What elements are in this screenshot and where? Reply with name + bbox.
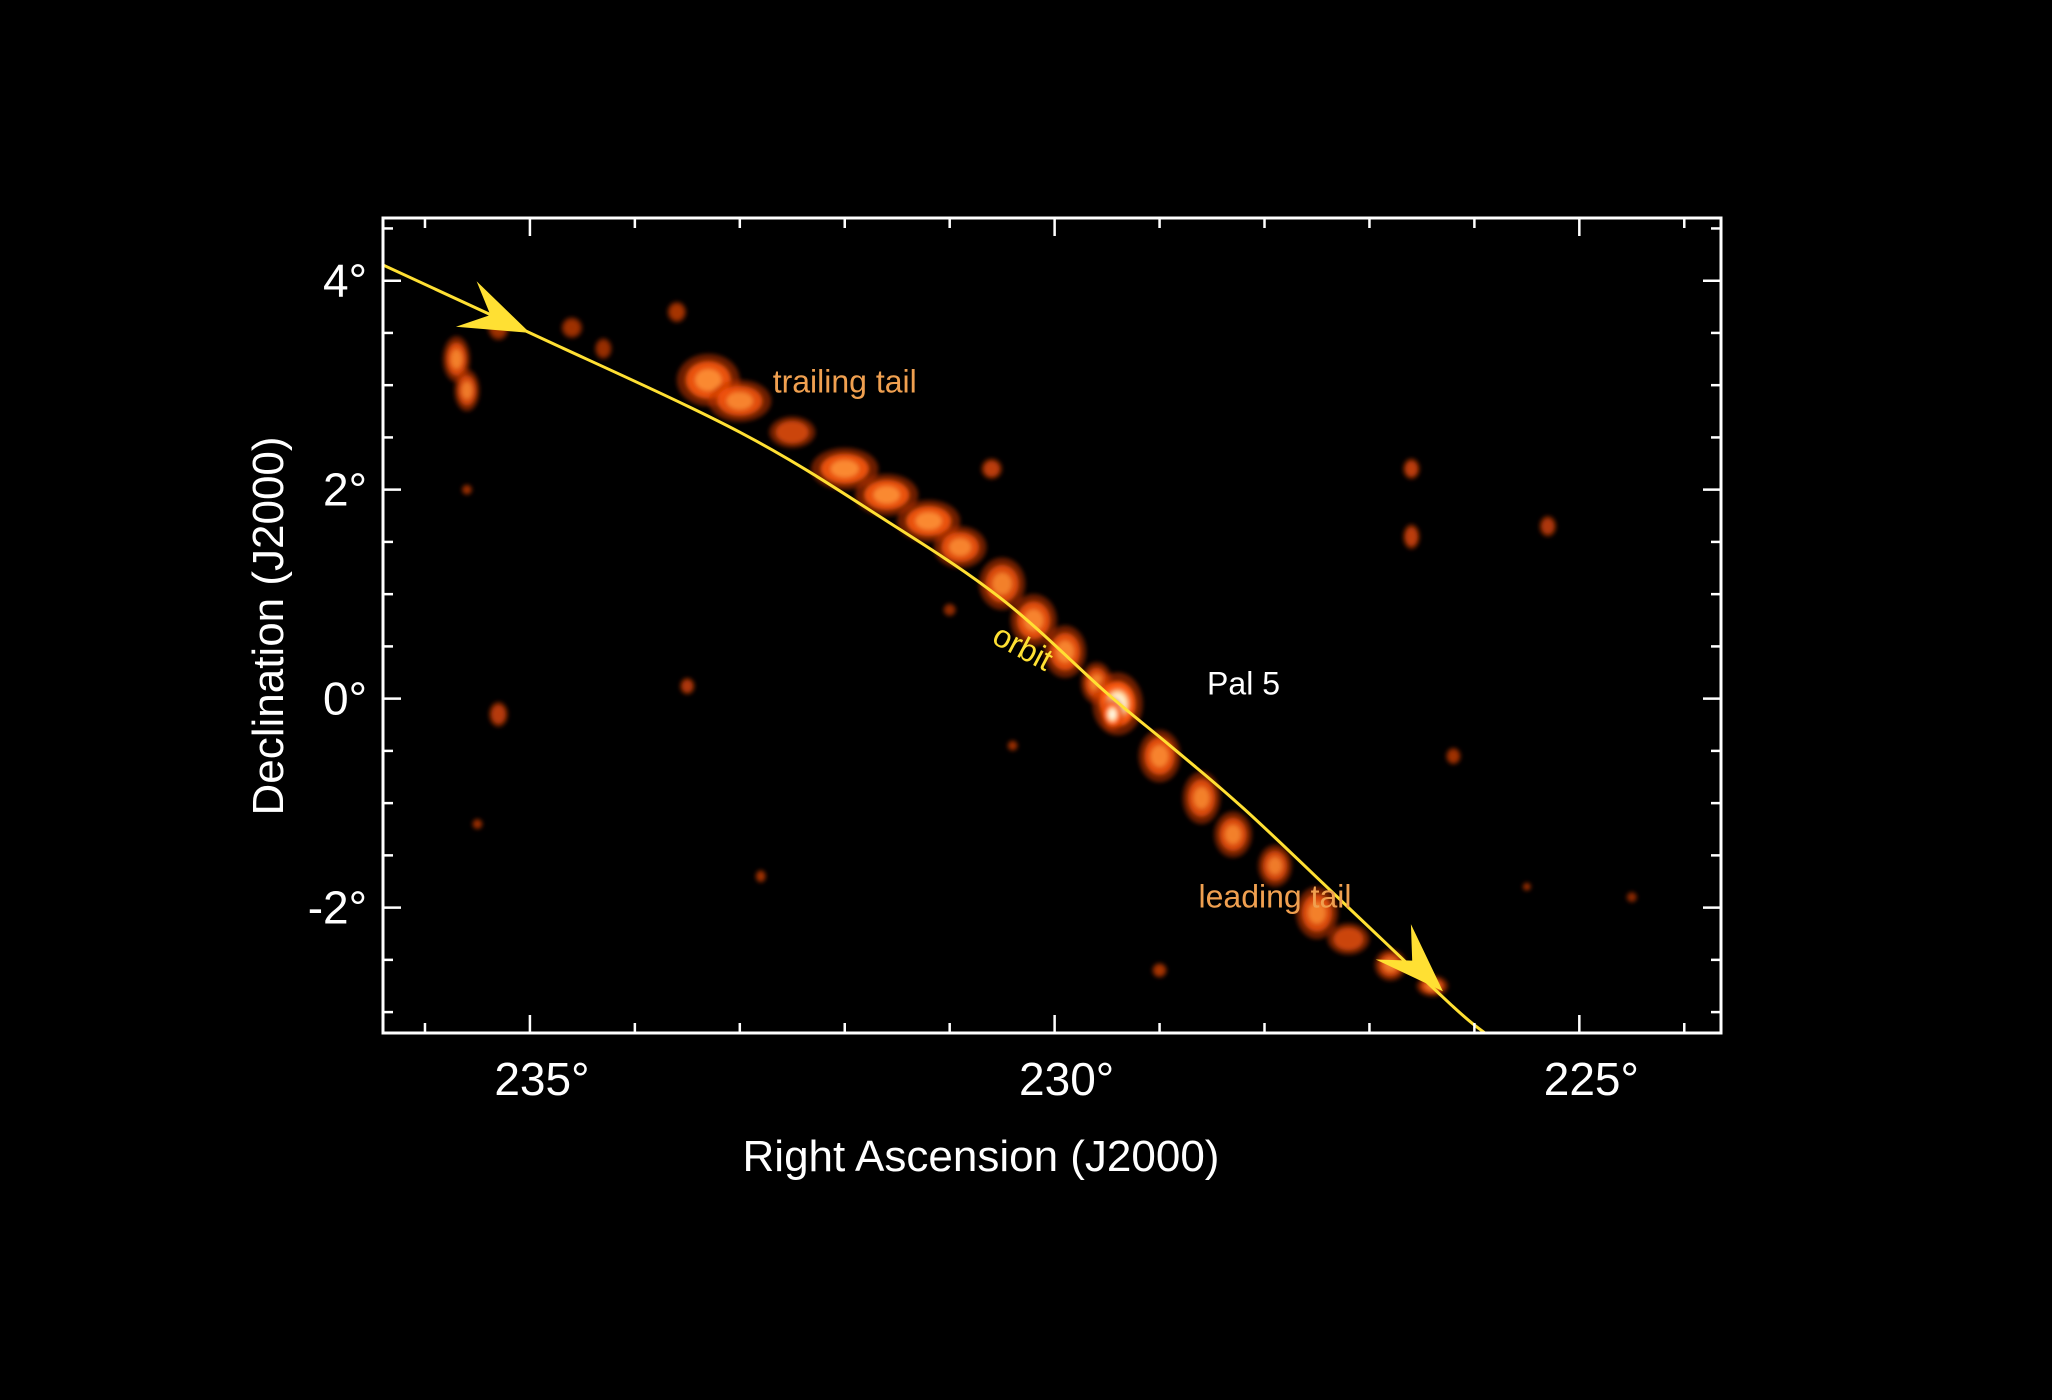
stream-blob [561,317,583,339]
stream-blob [755,870,767,883]
stream-blob [1007,740,1018,751]
annotation-label: Pal 5 [1207,665,1280,701]
stream-blob-body [670,304,684,320]
stream-blob-core [1023,609,1044,632]
stream-blob-body [1154,965,1165,976]
y-axis-title: Declination (J2000) [244,436,293,815]
stream-blob [1258,844,1292,887]
stream-blob-body [1405,527,1418,546]
axis-ticks [383,218,1721,1033]
stream-blob-core [1308,901,1326,924]
stream-blob-core [1267,857,1283,875]
stream-blob-body [775,420,809,444]
stream-blob-body [473,820,482,828]
stream-blob-body [1333,927,1364,951]
stream-blob [667,301,687,323]
annotation-label: trailing tail [773,363,917,399]
y-tick-label: 2° [323,464,367,516]
stream-blob-core [1193,786,1210,809]
stream-blob [1010,594,1057,647]
tick-labels: 235° 230° 225° 4° 2° 0° -2° [308,255,1639,1105]
stream-blob [454,369,480,412]
stream-blob [811,447,879,490]
stream-blob-body [1523,883,1530,890]
stream-blob [1138,729,1181,783]
stream-blob [769,416,816,448]
stream-blob [933,526,987,569]
stream-blob [855,473,919,516]
stream-blob [1522,882,1532,891]
stream-blob-core [461,381,473,400]
stream-blob [679,677,695,695]
stream-blob-body [1448,750,1459,763]
stream-blob [708,379,772,422]
stream-blob-body [597,341,610,357]
stream-blob [1182,771,1221,825]
stream-blob-core [992,572,1012,595]
stream-blob-body [945,605,955,615]
stream-blob [1295,886,1338,939]
stream-blob [943,603,956,617]
stream-blob-core [450,349,463,369]
stream-blob-peak [1105,705,1119,724]
stream-blob-core [1225,824,1241,845]
stream-blob [1214,811,1252,858]
stream-blob-body [564,320,580,336]
stream-blob-core [915,512,942,530]
stream-blob-body [491,705,506,724]
orbit-direction-arrow [1375,924,1443,992]
stream-blob [1403,458,1420,480]
stream-blob [1152,962,1167,978]
stream-blob [461,484,473,495]
stream-blob-body [1008,741,1017,750]
stellar-stream-density-map [442,301,1638,997]
stream-blob-body [757,871,765,881]
orbit-curve [383,263,1486,1033]
stream-blob [981,458,1003,480]
stream-blob-core [949,538,972,556]
stream-blob [1100,697,1124,732]
stream-blob-core [873,486,900,504]
stream-blob-body [1541,518,1554,534]
stream-blob [1327,923,1370,955]
stream-blob [594,338,612,360]
stream-blob [442,336,471,383]
stream-blob [472,818,483,830]
plot-frame [381,216,1723,1035]
x-tick-label: 230° [1019,1053,1114,1105]
stream-blob-core [726,392,754,410]
stream-blob [1403,524,1420,550]
stream-blob [488,701,508,727]
stream-blob [1626,891,1638,903]
stream-blob-body [1628,893,1636,901]
stream-blob-core [1150,745,1169,768]
orbit-line [383,263,1486,1033]
stream-blob-core [830,459,859,478]
stream-blob-body [984,461,1000,477]
stream-blob-body [1405,461,1418,477]
y-tick-label: 4° [323,255,367,307]
x-tick-label: 225° [1544,1053,1639,1105]
x-axis-title: Right Ascension (J2000) [743,1132,1220,1181]
stream-blob-core [695,368,722,391]
stream-blob-body [463,485,471,494]
x-tick-label: 235° [494,1053,589,1105]
orbit-direction-arrow [455,281,530,333]
stream-blob [1539,515,1557,537]
y-tick-label: 0° [323,673,367,725]
stream-blob [1446,747,1461,765]
annotation-label: leading tail [1199,879,1352,915]
y-tick-label: -2° [308,882,367,934]
stream-blob-body [682,680,693,693]
